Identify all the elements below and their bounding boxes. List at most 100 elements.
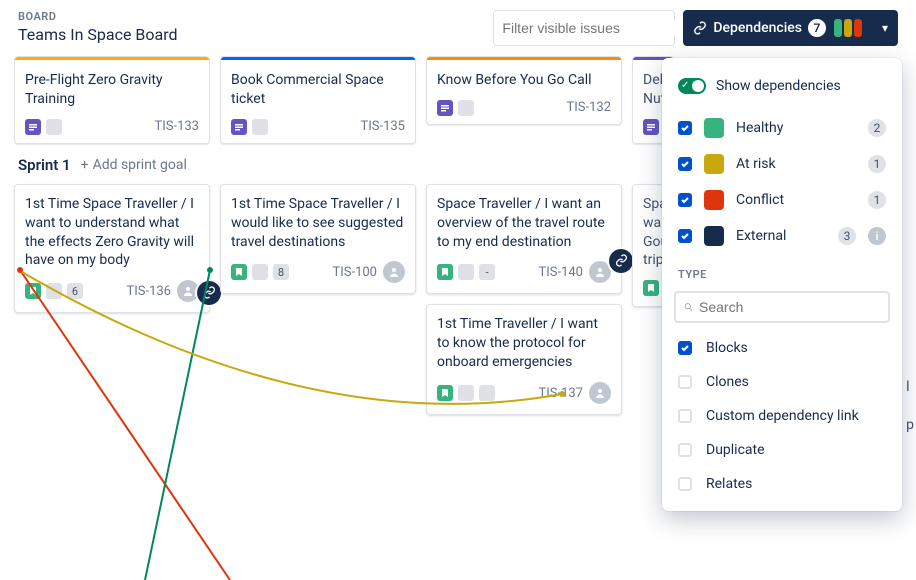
flag-pill (252, 264, 268, 280)
epic-icon (437, 100, 453, 116)
chip-risk (844, 19, 852, 37)
avatar (177, 280, 199, 302)
status-label: At risk (736, 156, 856, 172)
flag-pill (46, 283, 62, 299)
epic-icon (643, 119, 659, 135)
chip-healthy (834, 19, 842, 37)
type-heading: TYPE (662, 254, 902, 287)
status-atrisk[interactable]: At risk 1 (662, 146, 902, 182)
issue-key: TIS-135 (360, 119, 405, 134)
show-deps-toggle[interactable]: ✓ (678, 78, 706, 94)
status-external[interactable]: External 3 i (662, 218, 902, 254)
card-title: 1st Time Space Traveller / I would like … (231, 195, 405, 252)
status-label: Conflict (736, 192, 856, 208)
plus-icon: + (81, 157, 89, 173)
type-search-input[interactable] (699, 299, 880, 315)
status-count: 2 (868, 119, 886, 137)
dependency-chips (834, 19, 872, 37)
story-icon (231, 264, 247, 280)
type-duplicate[interactable]: Duplicate (662, 433, 902, 467)
status-label: Healthy (736, 120, 856, 136)
dependencies-panel: ✓ Show dependencies Healthy 2 At risk 1 … (662, 58, 902, 511)
search-icon (684, 299, 693, 315)
flag-pill (46, 119, 62, 135)
status-count: 3 (838, 227, 856, 245)
dependency-link-badge[interactable] (197, 281, 221, 305)
dependencies-button[interactable]: Dependencies 7 ▾ (683, 10, 898, 46)
swatch-external (704, 226, 724, 246)
checkbox-icon[interactable] (678, 121, 692, 135)
checkbox-icon[interactable] (678, 477, 692, 491)
chevron-down-icon: ▾ (882, 21, 888, 35)
link-icon (693, 21, 707, 35)
swatch-atrisk (704, 154, 724, 174)
checkbox-icon[interactable] (678, 193, 692, 207)
flag-pill (458, 385, 474, 401)
type-label: Custom dependency link (706, 408, 859, 424)
estimate-badge: 6 (67, 283, 83, 299)
card-stripe (15, 57, 209, 60)
type-clones[interactable]: Clones (662, 365, 902, 399)
checkbox-icon[interactable] (678, 229, 692, 243)
dependency-link-badge[interactable] (609, 249, 633, 273)
status-count: 1 (868, 191, 886, 209)
type-search[interactable] (674, 291, 890, 323)
story-icon (643, 280, 659, 296)
estimate-badge: - (479, 264, 495, 280)
card-tis-100[interactable]: 1st Time Space Traveller / I would like … (220, 184, 416, 295)
card-title: Space Traveller / I want an overview of … (437, 195, 611, 252)
issue-key: TIS-133 (154, 119, 199, 134)
board-title: Teams In Space Board (18, 25, 177, 44)
filter-input[interactable] (502, 20, 683, 36)
issue-key: TIS-140 (538, 265, 583, 280)
checkbox-icon[interactable] (678, 341, 692, 355)
card-tis-140[interactable]: Space Traveller / I want an overview of … (426, 184, 622, 295)
status-conflict[interactable]: Conflict 1 (662, 182, 902, 218)
checkbox-icon[interactable] (678, 443, 692, 457)
estimate-badge (479, 385, 495, 401)
type-blocks[interactable]: Blocks (662, 331, 902, 365)
filter-search[interactable] (493, 10, 675, 46)
add-goal-label: Add sprint goal (93, 157, 187, 173)
swatch-conflict (704, 190, 724, 210)
card-tis-136[interactable]: 1st Time Space Traveller / I want to und… (14, 184, 210, 314)
card-tis-135[interactable]: Book Commercial Space ticket TIS-135 (220, 56, 416, 144)
chip-conflict (854, 19, 862, 37)
story-icon (437, 264, 453, 280)
card-title: Know Before You Go Call (437, 71, 611, 90)
card-tis-137[interactable]: 1st Time Traveller / I want to know the … (426, 304, 622, 415)
type-label: Duplicate (706, 442, 765, 458)
type-relates[interactable]: Relates (662, 467, 902, 501)
story-icon (437, 385, 453, 401)
type-custom[interactable]: Custom dependency link (662, 399, 902, 433)
card-stripe (221, 57, 415, 60)
dependencies-label: Dependencies (713, 20, 802, 36)
type-label: Blocks (706, 340, 748, 356)
type-label: Clones (706, 374, 749, 390)
swatch-healthy (704, 118, 724, 138)
checkbox-icon[interactable] (678, 157, 692, 171)
card-title: 1st Time Space Traveller / I want to und… (25, 195, 199, 271)
flag-pill (458, 264, 474, 280)
issue-key: TIS-100 (332, 265, 377, 280)
info-icon[interactable]: i (868, 227, 886, 245)
status-label: External (736, 228, 826, 244)
ghost-right: l p (906, 378, 914, 435)
card-tis-132[interactable]: Know Before You Go Call TIS-132 (426, 56, 622, 125)
issue-key: TIS-136 (126, 284, 171, 299)
board-label: BOARD (18, 10, 177, 23)
card-tis-133[interactable]: Pre-Flight Zero Gravity Training TIS-133 (14, 56, 210, 144)
epic-icon (25, 119, 41, 135)
sprint-title: Sprint 1 (18, 156, 71, 174)
card-title: Pre-Flight Zero Gravity Training (25, 71, 199, 109)
card-title: Book Commercial Space ticket (231, 71, 405, 109)
add-sprint-goal[interactable]: + Add sprint goal (81, 157, 187, 173)
issue-key: TIS-132 (566, 100, 611, 115)
checkbox-icon[interactable] (678, 375, 692, 389)
dependencies-count: 7 (808, 19, 826, 37)
avatar (589, 261, 611, 283)
flag-pill (252, 119, 268, 135)
estimate-badge: 8 (273, 264, 289, 280)
checkbox-icon[interactable] (678, 409, 692, 423)
status-healthy[interactable]: Healthy 2 (662, 110, 902, 146)
